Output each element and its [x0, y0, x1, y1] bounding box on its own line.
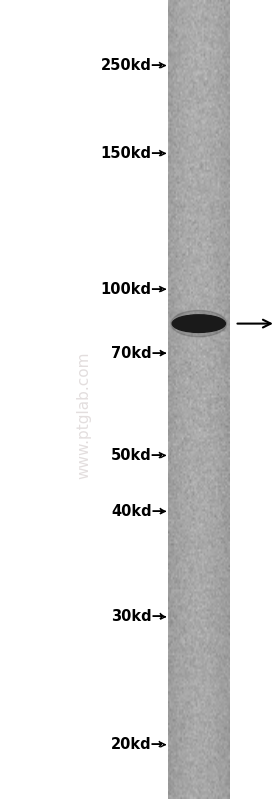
Ellipse shape — [172, 315, 225, 332]
Text: 30kd→: 30kd→ — [111, 610, 164, 624]
Ellipse shape — [171, 311, 227, 337]
Text: 50kd→: 50kd→ — [111, 448, 164, 463]
Text: 100kd→: 100kd→ — [101, 282, 164, 296]
Text: 20kd→: 20kd→ — [111, 737, 164, 752]
Text: 40kd→: 40kd→ — [111, 504, 164, 519]
Text: 70kd→: 70kd→ — [111, 346, 164, 360]
Text: 150kd→: 150kd→ — [101, 146, 164, 161]
Text: 250kd→: 250kd→ — [101, 58, 164, 73]
Text: www.ptglab.com: www.ptglab.com — [76, 352, 92, 479]
